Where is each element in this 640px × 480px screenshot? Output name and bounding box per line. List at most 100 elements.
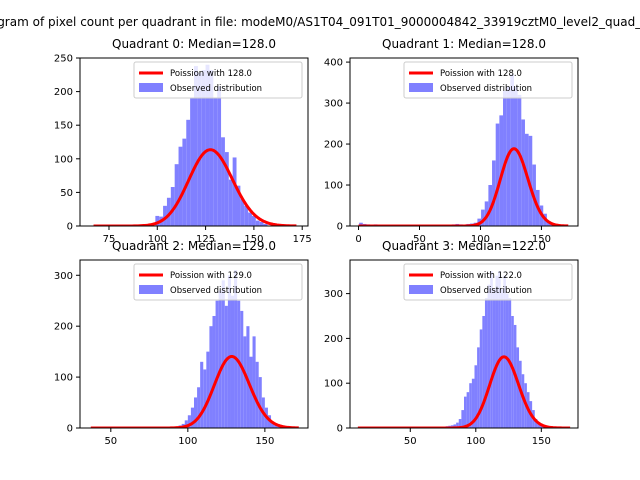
y-tick-label: 0 <box>337 424 343 435</box>
histogram-bar <box>521 374 525 428</box>
y-tick-label: 0 <box>67 222 73 233</box>
legend: Poission with 122.0 Observed distribution <box>403 263 573 301</box>
histogram-bar <box>484 298 488 428</box>
y-tick-label: 250 <box>54 54 73 65</box>
histogram-bar <box>221 280 225 428</box>
histogram-bar <box>232 157 237 226</box>
histogram-bar <box>481 209 485 226</box>
panel-title: Quadrant 0: Median=128.0 <box>112 37 276 51</box>
x-tick-label: 100 <box>148 234 167 245</box>
histogram-bar <box>197 72 202 226</box>
histogram-bar <box>243 336 247 428</box>
x-tick-label: 50 <box>404 436 417 447</box>
legend-label-observed: Observed distribution <box>170 286 262 296</box>
chart-panel-quadrant-3: 50 100 150 0 100 200 300 Quadrant 3: Median=122… <box>324 239 579 447</box>
legend-label-fit: Poission with 122.0 <box>440 271 522 281</box>
histogram-bar <box>215 300 219 428</box>
legend: Poission with 128.0 Observed distribution <box>133 61 303 99</box>
histogram-bar <box>503 90 507 226</box>
legend-label-fit: Poission with 128.0 <box>170 69 252 79</box>
y-tick-label: 150 <box>54 121 73 132</box>
histogram-bar <box>521 119 525 226</box>
legend-label-fit: Poission with 129.0 <box>170 271 252 281</box>
histogram-bar <box>194 66 198 226</box>
legend: Poission with 128.0 Observed distribution <box>403 61 573 99</box>
histogram-bar <box>174 164 179 226</box>
panel-title: Quadrant 2: Median=129.0 <box>112 239 276 253</box>
histogram-bar <box>492 289 496 428</box>
histogram-bar <box>155 215 160 226</box>
x-tick-label: 175 <box>293 234 312 245</box>
chart-panel-quadrant-0: 75 100 125 150 175 0 50 100 150 200 250 Quadrant 0:… <box>54 37 312 245</box>
histogram-bar <box>194 397 198 428</box>
y-tick-label: 200 <box>54 322 73 333</box>
histogram-bar <box>200 361 204 428</box>
histogram-bar <box>540 425 543 428</box>
histogram-bar <box>277 426 281 428</box>
histogram-bar <box>224 305 228 428</box>
legend-patch-swatch <box>409 83 433 92</box>
panel-title: Quadrant 1: Median=128.0 <box>382 37 546 51</box>
histogram-bar <box>197 387 201 428</box>
histogram-bar <box>499 115 504 226</box>
histogram-bar <box>519 360 522 428</box>
histogram-bar <box>190 98 194 226</box>
x-tick-label: 150 <box>532 436 551 447</box>
legend-box <box>403 263 573 301</box>
histogram-bar <box>466 392 470 428</box>
histogram-bar <box>263 223 268 226</box>
histogram-bar <box>516 347 520 428</box>
y-tick-label: 300 <box>324 289 343 300</box>
y-tick-label: 100 <box>54 373 73 384</box>
histogram-bar <box>477 347 480 428</box>
histogram-bar <box>236 185 241 226</box>
histogram-bar <box>187 415 191 428</box>
histogram-bar <box>227 275 231 428</box>
histogram-bar <box>240 199 245 226</box>
axes-frame <box>79 259 309 429</box>
histogram-bar <box>186 119 191 226</box>
histogram-bar <box>274 424 278 428</box>
histogram-bar <box>517 94 522 226</box>
axes-frame <box>79 57 309 227</box>
legend-label-observed: Observed distribution <box>440 84 532 94</box>
legend: Poission with 129.0 Observed distribution <box>133 263 303 301</box>
histogram-bar <box>182 138 187 226</box>
poisson-fit-line <box>90 355 299 428</box>
plot-area <box>357 271 571 428</box>
histogram-bar <box>458 419 462 428</box>
x-tick-label: 125 <box>196 234 215 245</box>
histogram-bar <box>255 220 260 226</box>
x-tick-label: 50 <box>413 234 426 245</box>
chart-panel-quadrant-1: 0 50 100 150 0 100 200 300 400 Quadrant 1: Median… <box>324 37 579 245</box>
y-tick-label: 300 <box>324 99 343 110</box>
x-tick-label: 100 <box>466 436 485 447</box>
y-tick-label: 100 <box>324 181 343 192</box>
histogram-bar <box>456 422 459 428</box>
histogram-bar <box>469 383 472 428</box>
y-tick-label: 100 <box>324 379 343 390</box>
legend-box <box>403 61 573 99</box>
x-tick-label: 100 <box>178 436 197 447</box>
y-tick-label: 300 <box>54 271 73 282</box>
chart-panels: 75 100 125 150 175 0 50 100 150 200 250 Quadrant 0:… <box>54 37 579 447</box>
histogram-bar <box>224 152 229 226</box>
y-tick-label: 0 <box>337 222 343 233</box>
histogram-bar <box>251 215 256 226</box>
legend-patch-swatch <box>139 285 163 294</box>
histogram-bar <box>249 356 253 428</box>
histogram-bar <box>203 369 207 428</box>
legend-box <box>133 263 303 301</box>
histogram-bar <box>201 70 206 226</box>
histogram-bar <box>255 361 259 428</box>
histogram-bar <box>490 271 493 428</box>
y-tick-label: 200 <box>324 334 343 345</box>
y-tick-label: 100 <box>54 154 73 165</box>
figure-suptitle: Histogram of pixel count per quadrant in… <box>0 15 640 29</box>
plot-area <box>90 270 299 428</box>
histogram-bar <box>163 205 167 226</box>
histogram-bar <box>474 365 478 428</box>
histogram-bar <box>190 407 194 428</box>
histogram-bar <box>259 221 264 226</box>
histogram-bar <box>359 222 363 226</box>
